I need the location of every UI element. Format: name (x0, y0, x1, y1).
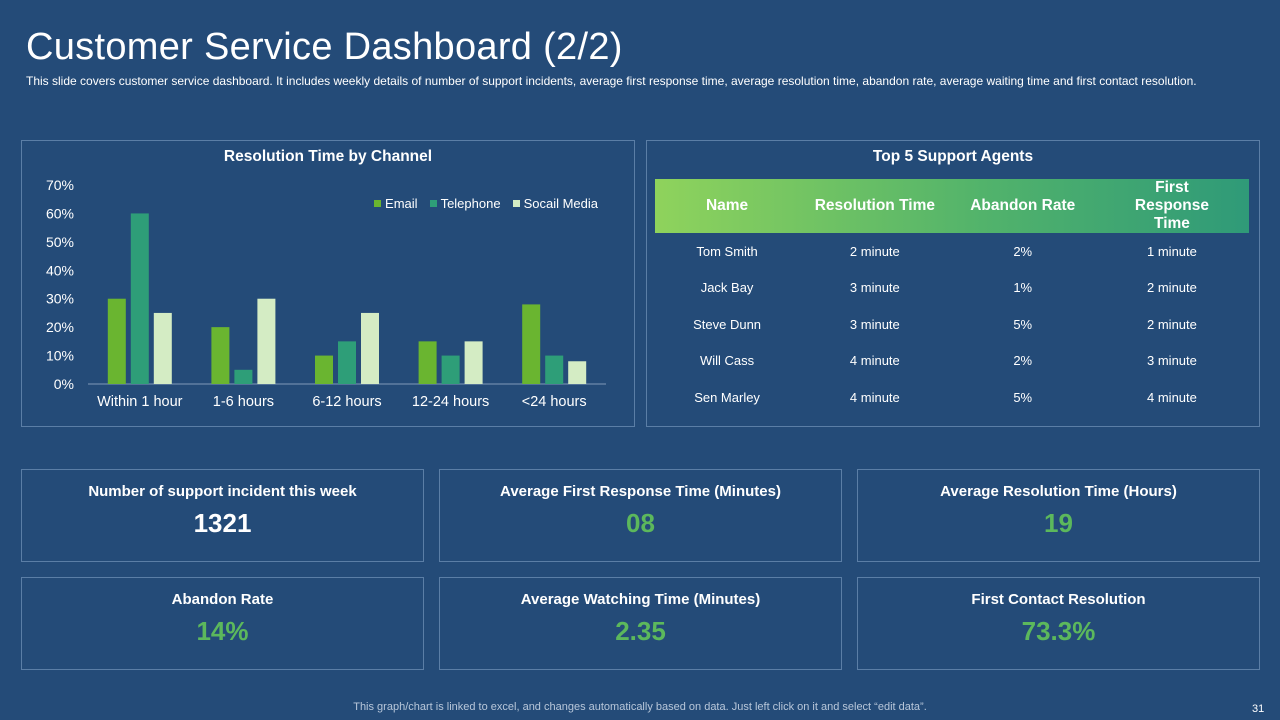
cell-abandon: 2% (1013, 243, 1033, 259)
page-number: 31 (1252, 703, 1265, 715)
slide-subtitle: This slide covers customer service dashb… (26, 74, 1197, 88)
kpi-value: 14% (196, 616, 249, 646)
slide-title: Customer Service Dashboard (2/2) (26, 26, 623, 68)
bar-socail-media-3[interactable] (464, 341, 483, 384)
cell-first-response: 2 minute (1147, 280, 1197, 296)
bar-email-3[interactable] (418, 341, 437, 384)
legend-label-email: Email (385, 196, 418, 211)
cell-first-response: 3 minute (1147, 353, 1197, 369)
kpi-card-first-contact: First Contact Resolution 73.3% (857, 577, 1260, 670)
bar-chart[interactable]: 0% 10% 20% 30% 40% 50% 60% 70% Within 1 hour 1-6 … (22, 141, 636, 428)
cell-name: Tom Smith (696, 243, 758, 259)
kpi-label: Average First Response Time (Minutes) (500, 483, 781, 500)
agents-table: Name Resolution Time Abandon Rate First … (655, 179, 1249, 416)
chart-panel: Resolution Time by Channel 0% 10% 20% 30% 40… (21, 140, 635, 427)
kpi-card-resolution-time: Average Resolution Time (Hours) 19 (857, 469, 1260, 562)
kpi-label: Average Watching Time (Minutes) (520, 591, 761, 608)
footer-note: This graph/chart is linked to excel, and… (353, 701, 927, 713)
cell-abandon: 5% (1013, 316, 1033, 332)
cell-first-response: 1 minute (1147, 243, 1197, 259)
bar-telephone-1[interactable] (234, 369, 253, 384)
kpi-label: Average Resolution Time (Hours) (940, 483, 1177, 500)
legend-swatch-email (374, 200, 382, 207)
table-row: Tom Smith 2 minute 2% 1 minute (655, 233, 1249, 270)
table-row: Sen Marley 4 minute 5% 4 minute (655, 379, 1249, 416)
col-resolution-time: Resolution Time (814, 197, 935, 214)
kpi-label: First Contact Resolution (971, 591, 1146, 608)
x-tick-label: 1-6 hours (213, 394, 274, 410)
cell-name: Sen Marley (694, 389, 760, 405)
cell-name: Will Cass (699, 353, 755, 369)
y-tick-label: 40% (46, 262, 74, 278)
kpi-card-first-response: Average First Response Time (Minutes) 08 (439, 469, 842, 562)
bar-socail-media-0[interactable] (153, 312, 172, 384)
kpi-label: Number of support incident this week (88, 483, 357, 500)
agents-title: Top 5 Support Agents (872, 148, 1034, 165)
bar-email-2[interactable] (315, 355, 333, 384)
x-tick-label: <24 hours (522, 394, 587, 410)
x-tick-label: 12-24 hours (412, 394, 489, 410)
legend-item-telephone: Telephone (429, 196, 501, 211)
legend-item-social-media: Socail Media (512, 196, 598, 211)
table-row: Steve Dunn 3 minute 5% 2 minute (655, 306, 1249, 343)
cell-resolution: 4 minute (849, 389, 900, 405)
legend-label-telephone: Telephone (440, 196, 501, 211)
bar-telephone-3[interactable] (441, 355, 460, 384)
cell-abandon: 5% (1013, 389, 1033, 405)
kpi-value: 1321 (193, 508, 252, 538)
col-name: Name (705, 197, 749, 214)
y-tick-label: 30% (46, 291, 74, 307)
bar-socail-media-1[interactable] (257, 298, 276, 384)
x-tick-label: 6-12 hours (312, 394, 381, 410)
table-row: Jack Bay 3 minute 1% 2 minute (655, 270, 1249, 307)
kpi-card-waiting-time: Average Watching Time (Minutes) 2.35 (439, 577, 842, 670)
y-tick-label: 70% (46, 177, 74, 193)
cell-abandon: 1% (1013, 280, 1033, 296)
table-row: Will Cass 4 minute 2% 3 minute (655, 343, 1249, 380)
x-tick-label: Within 1 hour (97, 394, 183, 410)
bar-email-1[interactable] (211, 327, 230, 384)
cell-abandon: 2% (1013, 353, 1033, 369)
kpi-value: 2.35 (615, 616, 666, 646)
y-tick-label: 10% (46, 348, 74, 364)
legend-label-social-media: Socail Media (523, 196, 598, 211)
y-tick-label: 50% (46, 234, 74, 250)
agents-panel: Top 5 Support Agents Name Resolution Tim… (646, 140, 1260, 427)
legend-swatch-telephone (429, 200, 437, 207)
cell-first-response: 4 minute (1147, 389, 1197, 405)
kpi-value: 19 (1044, 508, 1073, 538)
y-tick-label: 60% (46, 205, 74, 221)
bar-telephone-0[interactable] (130, 213, 149, 384)
cell-resolution: 4 minute (849, 353, 900, 369)
kpi-value: 73.3% (1021, 616, 1096, 646)
cell-first-response: 2 minute (1147, 316, 1197, 332)
table-header-row: Name Resolution Time Abandon Rate First … (655, 179, 1249, 233)
chart-legend: Email Telephone Socail Media (374, 196, 598, 211)
chart-title: Resolution Time by Channel (223, 148, 433, 165)
cell-name: Jack Bay (700, 280, 754, 296)
bar-telephone-4[interactable] (545, 355, 564, 384)
kpi-label: Abandon Rate (171, 591, 274, 608)
legend-item-email: Email (374, 196, 418, 211)
bar-socail-media-4[interactable] (568, 361, 587, 384)
bar-telephone-2[interactable] (338, 341, 356, 384)
y-tick-label: 20% (46, 319, 74, 335)
kpi-card-abandon-rate: Abandon Rate 14% (21, 577, 424, 670)
bar-email-4[interactable] (522, 304, 541, 384)
cell-resolution: 2 minute (849, 243, 900, 259)
cell-resolution: 3 minute (849, 280, 900, 296)
cell-name: Steve Dunn (693, 316, 762, 332)
col-first-response-time: First Response Time (1134, 179, 1209, 232)
col-abandon-rate: Abandon Rate (970, 197, 1076, 214)
kpi-card-incidents: Number of support incident this week 132… (21, 469, 424, 562)
y-tick-label: 0% (54, 376, 74, 392)
kpi-value: 08 (626, 508, 655, 538)
bar-socail-media-2[interactable] (361, 312, 379, 384)
legend-swatch-social-media (512, 200, 520, 207)
cell-resolution: 3 minute (849, 316, 900, 332)
bar-email-0[interactable] (107, 298, 126, 384)
